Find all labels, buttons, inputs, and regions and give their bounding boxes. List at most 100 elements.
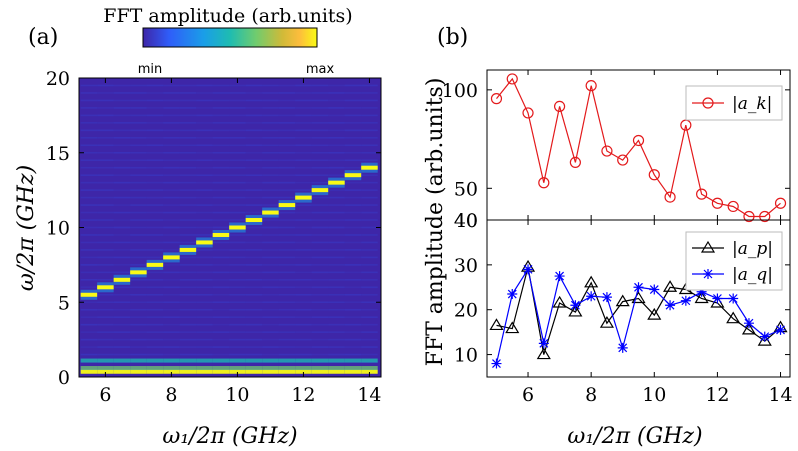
heatmap-stripe xyxy=(80,174,98,176)
heatmap-stripe xyxy=(80,331,98,333)
heatmap-stripe xyxy=(196,137,213,139)
heatmap-stripe xyxy=(146,204,164,206)
a-ytick-label: 5 xyxy=(58,292,70,314)
heatmap-stripe xyxy=(245,241,263,244)
heatmap-stripe xyxy=(361,286,378,289)
heatmap-stripe xyxy=(196,174,213,176)
legend-ak-marker xyxy=(702,97,714,109)
heatmap-stripe xyxy=(229,151,246,154)
heatmap-stripe xyxy=(196,151,213,154)
heatmap-stripe xyxy=(212,316,230,318)
heatmap-stripe xyxy=(130,211,147,214)
heatmap-stripe xyxy=(196,286,213,289)
heatmap-stripe xyxy=(130,99,147,102)
colorbar-min-label: min xyxy=(138,62,163,77)
heatmap-stripe xyxy=(295,353,312,356)
heatmap-stripe xyxy=(245,338,263,341)
heatmap-stripe xyxy=(212,114,230,117)
point-a-p-6 xyxy=(584,275,599,288)
heatmap-stripe xyxy=(80,144,98,147)
b-ytick-label: 50 xyxy=(454,178,478,200)
heatmap-stripe xyxy=(113,293,131,296)
heatmap-low-band xyxy=(361,366,378,371)
point-a-p-11 xyxy=(663,280,678,292)
heatmap-peak xyxy=(295,195,312,200)
heatmap-stripe xyxy=(229,211,246,214)
point-a-p-4 xyxy=(552,295,567,308)
heatmap-stripe xyxy=(212,196,230,199)
heatmap-stripe xyxy=(262,122,279,124)
heatmap-stripe xyxy=(97,346,114,348)
heatmap-stripe xyxy=(163,189,180,191)
panel-b-bottom-frame xyxy=(486,219,791,378)
heatmap-low-band xyxy=(328,366,345,371)
heatmap-column-5 xyxy=(163,84,180,374)
heatmap-stripe xyxy=(262,84,279,87)
heatmap-stripe xyxy=(245,137,263,139)
heatmap-stripe xyxy=(163,129,180,132)
heatmap-stripe xyxy=(97,301,114,304)
heatmap-stripe xyxy=(146,331,164,333)
heatmap-stripe xyxy=(295,107,312,109)
b-xtick-label: 12 xyxy=(705,384,729,406)
heatmap-stripe xyxy=(113,92,131,94)
heatmap-stripe xyxy=(361,323,378,326)
heatmap-stripe xyxy=(361,293,378,296)
heatmap-stripe xyxy=(311,264,329,266)
heatmap-stripe xyxy=(196,99,213,102)
point-a-q-3 xyxy=(538,338,549,349)
heatmap-stripe xyxy=(295,189,312,191)
heatmap-stripe xyxy=(311,181,329,184)
heatmap-stripe xyxy=(278,286,296,289)
heatmap-stripe xyxy=(262,256,279,259)
heatmap-stripe xyxy=(130,256,147,259)
heatmap-stripe xyxy=(295,338,312,341)
heatmap-stripe xyxy=(245,144,263,147)
heatmap-stripe xyxy=(130,114,147,117)
heatmap-stripe xyxy=(212,129,230,132)
heatmap-stripe xyxy=(113,271,131,274)
point-a-p-0 xyxy=(489,318,504,331)
heatmap-stripe xyxy=(212,166,230,169)
heatmap-stripe xyxy=(262,107,279,109)
panel-a: (a) FFT amplitude (arb.units) min max 6 8… xyxy=(14,5,382,449)
heatmap-stripe xyxy=(361,256,378,259)
heatmap-stripe xyxy=(311,84,329,87)
heatmap-stripe xyxy=(344,181,362,184)
heatmap-low-band xyxy=(163,358,180,363)
heatmap-stripe xyxy=(113,159,131,162)
heatmap-stripe xyxy=(130,241,147,244)
heatmap-stripe xyxy=(146,234,164,236)
heatmap-stripe xyxy=(311,316,329,318)
heatmap-stripe xyxy=(295,137,312,139)
heatmap-stripe xyxy=(344,331,362,333)
heatmap-stripe xyxy=(212,159,230,162)
legend-ak-label: |a_k| xyxy=(732,94,772,114)
heatmap-stripe xyxy=(196,196,213,199)
heatmap-stripe xyxy=(179,174,197,176)
heatmap-low-band xyxy=(196,369,213,374)
heatmap-stripe xyxy=(311,174,329,176)
heatmap-stripe xyxy=(196,211,213,214)
heatmap-stripe xyxy=(328,114,345,117)
heatmap-stripe xyxy=(278,144,296,147)
heatmap-stripe xyxy=(262,144,279,147)
heatmap-stripe xyxy=(328,338,345,341)
heatmap-column-13 xyxy=(295,84,312,374)
heatmap-stripe xyxy=(212,122,230,124)
point-a-k-6 xyxy=(585,80,597,92)
heatmap-stripe xyxy=(146,293,164,296)
heatmap-stripe xyxy=(229,353,246,356)
heatmap-stripe xyxy=(328,144,345,147)
heatmap-low-band xyxy=(130,358,147,363)
heatmap-stripe xyxy=(130,264,147,266)
heatmap-stripe xyxy=(311,271,329,274)
point-a-k-7 xyxy=(601,145,613,157)
heatmap-stripe xyxy=(262,301,279,304)
heatmap-stripe xyxy=(97,122,114,124)
heatmap-stripe xyxy=(328,166,345,169)
heatmap-stripe xyxy=(328,286,345,289)
heatmap-stripe xyxy=(229,256,246,259)
heatmap-stripe xyxy=(97,137,114,139)
point-a-q-4 xyxy=(554,271,565,282)
